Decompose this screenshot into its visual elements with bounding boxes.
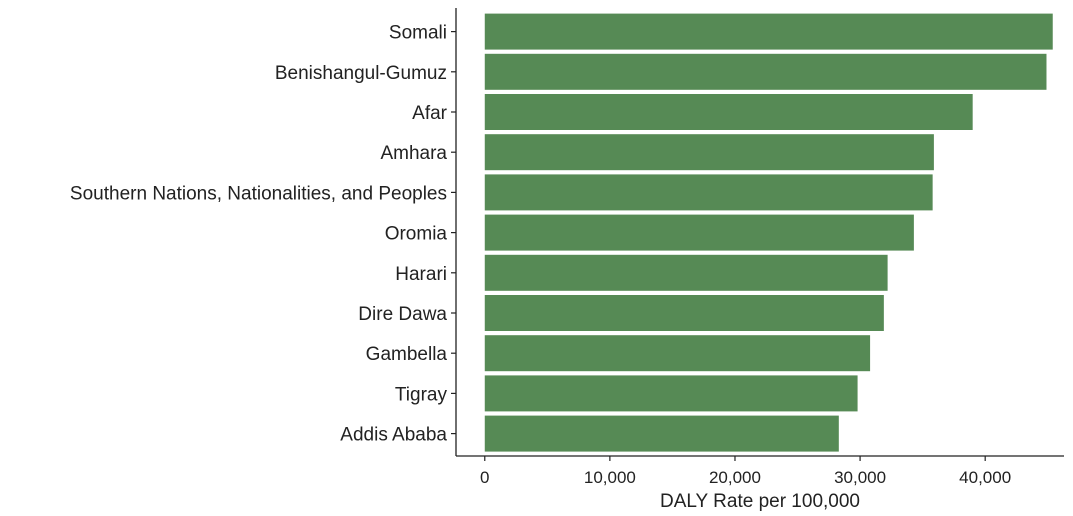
category-label: Tigray [395,384,448,405]
x-axis-title: DALY Rate per 100,000 [660,491,860,512]
category-label: Amhara [380,143,447,164]
category-label: Gambella [366,344,448,365]
x-tick-label: 30,000 [834,468,886,487]
y-ticks [451,31,456,435]
category-label: Benishangul-Gumuz [275,63,447,84]
bar [484,295,884,331]
bar [484,94,973,130]
x-ticks: 0 10,000 20,000 30,000 40,000 [480,456,1011,487]
category-labels: Somali Benishangul-Gumuz Afar Amhara Souther… [70,23,448,446]
category-label: Oromia [385,224,448,245]
category-label: Afar [412,103,448,124]
bar [484,335,871,372]
bar [484,134,934,171]
x-tick-label: 20,000 [709,468,761,487]
category-label: Somali [389,23,447,44]
bar [484,254,888,291]
category-label: Dire Dawa [358,304,447,325]
bar [484,53,1047,90]
x-tick-label: 10,000 [584,468,636,487]
bars-group [484,13,1053,452]
bar [484,13,1053,50]
bar [484,214,914,251]
category-label: Addis Ababa [340,425,447,446]
category-label: Southern Nations, Nationalities, and Peo… [70,183,447,204]
x-tick-label: 40,000 [959,468,1011,487]
bar [484,415,839,452]
category-label: Harari [395,264,447,285]
bar [484,375,858,412]
bar [484,174,933,211]
x-tick-label: 0 [480,468,489,487]
